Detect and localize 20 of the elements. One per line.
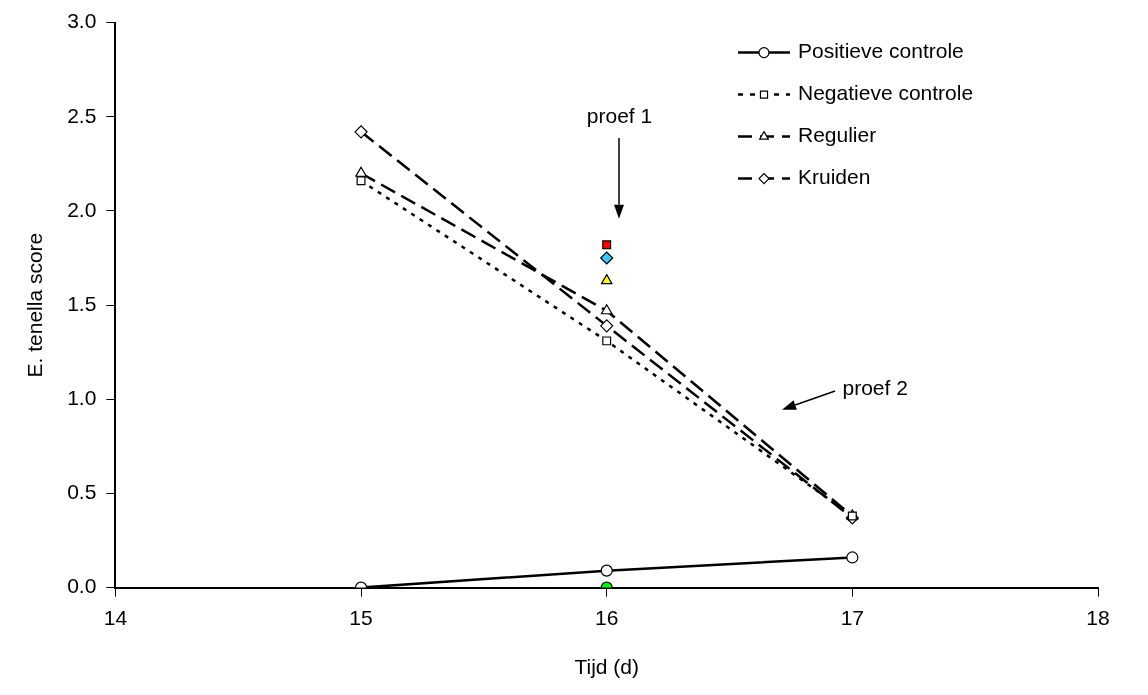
x-axis-title: Tijd (d) [574, 655, 639, 679]
y-tick-label: 1.5 [67, 291, 97, 315]
annotation: proef 2 [842, 376, 908, 400]
y-tick-label: 2.5 [67, 103, 97, 127]
legend-label: Regulier [798, 123, 877, 147]
legend-label: Negatieve controle [798, 81, 974, 105]
x-tick-label: 14 [103, 606, 128, 629]
y-tick-label: 0.0 [67, 574, 97, 598]
x-tick-label: 16 [595, 606, 619, 629]
annotation: proef 1 [586, 104, 653, 128]
x-tick-label: 18 [1086, 606, 1110, 629]
x-tick-label: 17 [840, 606, 865, 629]
legend-label: Positieve controle [798, 39, 964, 63]
y-tick-label: 0.5 [67, 480, 97, 504]
legend-label: Kruiden [798, 165, 871, 189]
y-tick-label: 3.0 [67, 9, 97, 33]
x-tick-label: 15 [349, 606, 373, 629]
y-axis-title: E. tenella score [23, 232, 47, 378]
y-tick-label: 1.0 [67, 386, 97, 410]
y-tick-label: 2.0 [67, 197, 97, 221]
